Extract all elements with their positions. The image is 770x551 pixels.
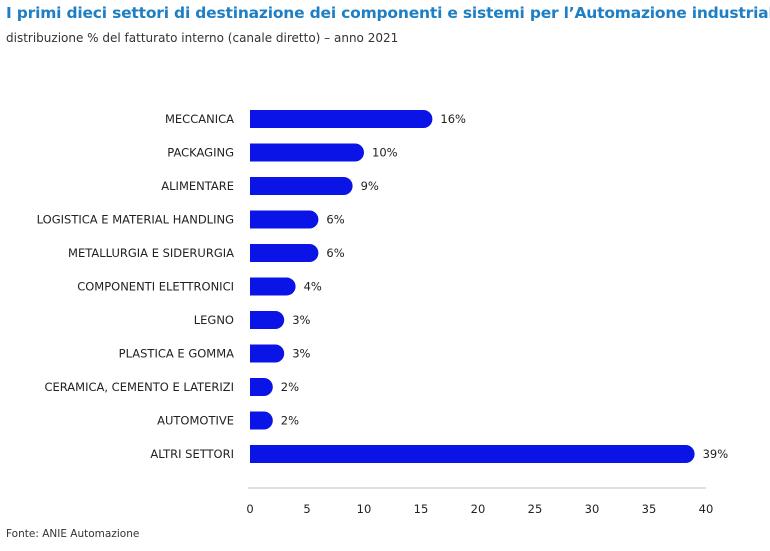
value-label: 6% [326,213,344,227]
bar [250,277,296,296]
x-tick-label: 15 [414,502,429,516]
chart-subtitle: distribuzione % del fatturato interno (c… [6,31,399,45]
value-label: 6% [326,246,344,260]
bar [250,445,695,463]
value-label: 3% [292,347,310,361]
value-label: 10% [372,146,398,160]
x-ticks-group: 0 5 10 15 20 25 30 35 40 [246,502,713,516]
x-tick-label: 40 [699,502,714,516]
bars-group [250,110,695,463]
bar [250,311,285,329]
bar [250,244,319,262]
x-tick-label: 20 [471,502,486,516]
x-tick-label: 10 [357,502,372,516]
category-label: METALLURGIA E SIDERURGIA [68,246,234,260]
value-label: 16% [440,112,466,126]
category-label: LEGNO [194,313,234,327]
value-label: 39% [703,447,729,461]
value-labels-group: 16% 10% 9% 6% 6% 4% 3% 3% 2% 2% 39% [281,112,728,461]
bar [250,344,285,363]
bar [250,143,365,162]
category-labels-group: MECCANICA PACKAGING ALIMENTARE LOGISTICA E … [37,112,234,461]
bar [250,411,273,430]
category-label: MECCANICA [165,112,234,126]
category-label: COMPONENTI ELETTRONICI [77,280,234,294]
x-tick-label: 25 [528,502,543,516]
category-label: LOGISTICA E MATERIAL HANDLING [37,213,234,227]
bar [250,177,353,195]
x-tick-label: 35 [642,502,657,516]
x-tick-label: 30 [585,502,600,516]
category-label: ALIMENTARE [161,179,234,193]
category-label: AUTOMOTIVE [157,414,234,428]
x-tick-label: 0 [246,502,253,516]
chart-title: I primi dieci settori di destinazione de… [6,4,770,22]
category-label: CERAMICA, CEMENTO E LATERIZI [44,380,234,394]
category-label: PACKAGING [167,146,234,160]
source-note: Fonte: ANIE Automazione [6,528,140,540]
bar [250,210,319,229]
value-label: 9% [361,179,379,193]
value-label: 4% [304,280,322,294]
value-label: 2% [281,414,299,428]
value-label: 2% [281,380,299,394]
value-label: 3% [292,313,310,327]
x-tick-label: 5 [303,502,310,516]
category-label: ALTRI SETTORI [150,447,234,461]
bar [250,378,273,396]
category-label: PLASTICA E GOMMA [119,347,234,361]
bar [250,110,433,128]
